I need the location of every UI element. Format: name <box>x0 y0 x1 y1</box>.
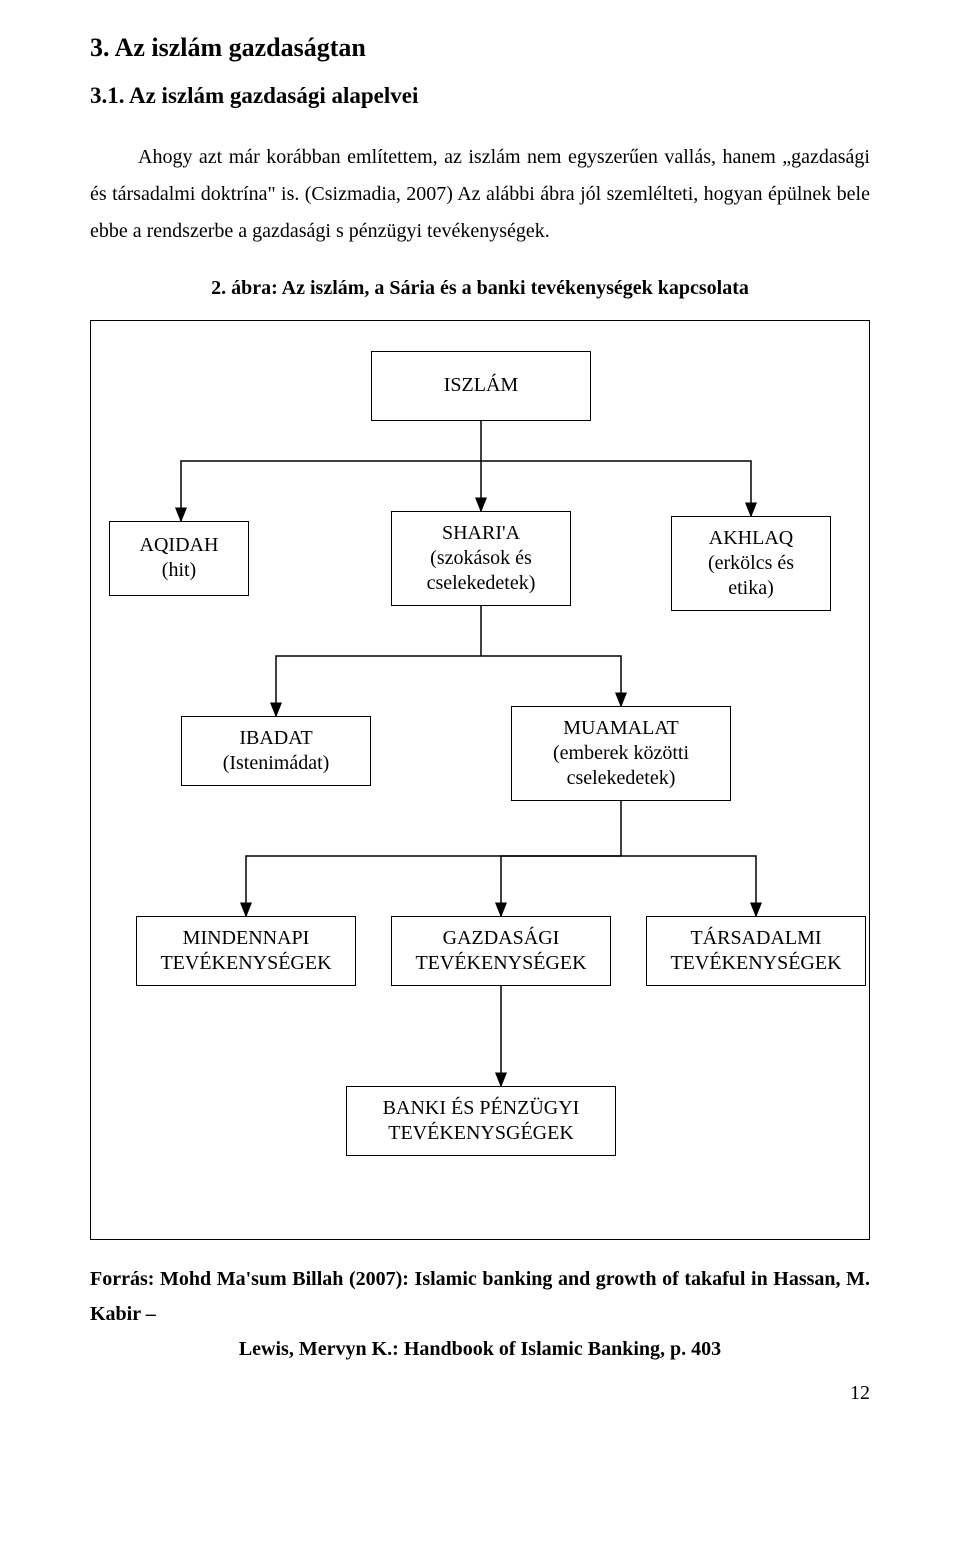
figure-source: Forrás: Mohd Ma'sum Billah (2007): Islam… <box>90 1262 870 1367</box>
subsection-heading: 3.1. Az iszlám gazdasági alapelvei <box>90 80 870 112</box>
figure-caption: 2. ábra: Az iszlám, a Sária és a banki t… <box>90 274 870 302</box>
body-paragraph: Ahogy azt már korábban említettem, az is… <box>90 139 870 250</box>
source-line-1: Forrás: Mohd Ma'sum Billah (2007): Islam… <box>90 1268 870 1325</box>
flowchart-node-ibadat: IBADAT(Istenimádat) <box>181 716 371 786</box>
flowchart-node-iszlam: ISZLÁM <box>371 351 591 421</box>
flowchart-node-gazdasagi: GAZDASÁGITEVÉKENYSÉGEK <box>391 916 611 986</box>
source-line-2: Lewis, Mervyn K.: Handbook of Islamic Ba… <box>90 1332 870 1367</box>
flowchart-node-akhlaq: AKHLAQ(erkölcs ésetika) <box>671 516 831 611</box>
flowchart-node-aqidah: AQIDAH(hit) <box>109 521 249 596</box>
flowchart-node-banki: BANKI ÉS PÉNZÜGYITEVÉKENYSGÉGEK <box>346 1086 616 1156</box>
page-number: 12 <box>90 1379 870 1407</box>
flowchart-diagram: ISZLÁM AQIDAH(hit) SHARI'A(szokások éscsel… <box>90 320 870 1240</box>
flowchart-node-muamalat: MUAMALAT(emberek közötticselekedetek) <box>511 706 731 801</box>
flowchart-node-mindennapi: MINDENNAPITEVÉKENYSÉGEK <box>136 916 356 986</box>
flowchart-node-tarsadalmi: TÁRSADALMITEVÉKENYSÉGEK <box>646 916 866 986</box>
section-heading: 3. Az iszlám gazdaságtan <box>90 30 870 66</box>
flowchart-node-sharia: SHARI'A(szokások éscselekedetek) <box>391 511 571 606</box>
